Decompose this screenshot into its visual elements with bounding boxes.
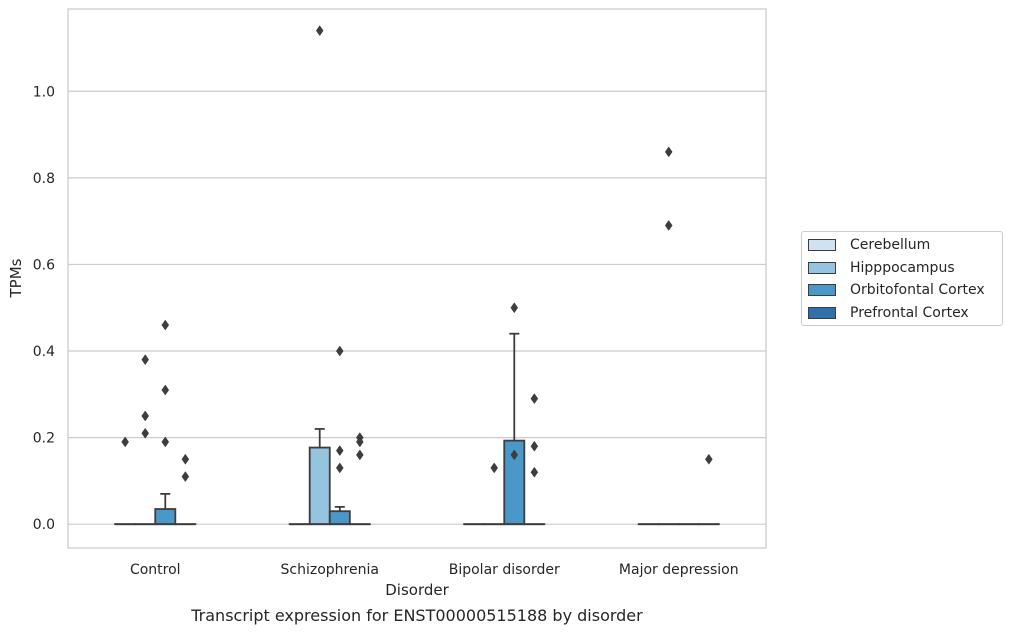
legend-label: Hipppocampus bbox=[850, 259, 955, 276]
outlier-point bbox=[181, 453, 190, 465]
outlier-point bbox=[490, 462, 499, 474]
plot-frame bbox=[67, 8, 767, 549]
outlier-point bbox=[705, 453, 713, 465]
outlier-point bbox=[510, 449, 519, 461]
x-axis-label: Disorder bbox=[385, 581, 449, 599]
outlier-point bbox=[141, 410, 150, 422]
y-tick-label: 0.8 bbox=[33, 171, 55, 187]
legend: Cerebellum Hipppocampus Orbitofontal Corte… bbox=[801, 231, 1003, 326]
chart-title: Transcript expression for ENST0000051518… bbox=[190, 606, 643, 625]
outlier-point bbox=[161, 384, 170, 396]
x-tick-label: Control bbox=[130, 562, 181, 578]
outlier-point bbox=[181, 471, 190, 483]
y-axis-label: TPMs bbox=[7, 258, 25, 298]
y-tick-label: 0.0 bbox=[33, 517, 55, 533]
y-axis-ticks: 0.0 0.2 0.4 0.6 0.8 1.0 bbox=[33, 84, 55, 533]
x-tick-label: Major depression bbox=[619, 562, 739, 578]
box-body bbox=[308, 446, 331, 526]
box-body bbox=[154, 508, 177, 526]
outlier-point bbox=[530, 440, 539, 452]
legend-item: Hipppocampus bbox=[808, 258, 955, 278]
legend-swatch bbox=[808, 261, 836, 274]
legend-label: Orbitofontal Cortex bbox=[850, 282, 985, 299]
outlier-point bbox=[121, 436, 129, 448]
outlier-point bbox=[161, 436, 170, 448]
legend-label: Cerebellum bbox=[850, 237, 931, 253]
box-plot-series bbox=[114, 25, 720, 526]
outlier-point bbox=[141, 354, 150, 366]
y-tick-label: 0.6 bbox=[33, 257, 55, 273]
outlier-point bbox=[335, 345, 344, 357]
x-tick-label: Bipolar disorder bbox=[449, 562, 560, 578]
y-tick-label: 1.0 bbox=[33, 84, 55, 100]
legend-swatch bbox=[808, 306, 836, 319]
legend-label: Prefrontal Cortex bbox=[850, 304, 969, 321]
legend-swatch bbox=[808, 239, 836, 251]
outlier-point bbox=[356, 436, 364, 448]
outlier-point bbox=[530, 466, 539, 478]
legend-swatch bbox=[808, 284, 836, 297]
x-tick-label: Schizophrenia bbox=[281, 562, 379, 578]
x-axis-ticks: Control Schizophrenia Bipolar disorder Majo… bbox=[130, 562, 739, 578]
outlier-point bbox=[664, 220, 673, 231]
y-tick-label: 0.4 bbox=[33, 344, 55, 360]
outlier-point bbox=[335, 445, 344, 457]
outlier-point bbox=[530, 393, 539, 405]
outlier-point bbox=[335, 462, 344, 474]
legend-item: Prefrontal Cortex bbox=[808, 303, 969, 323]
box-body bbox=[328, 510, 351, 526]
legend-item: Orbitofontal Cortex bbox=[808, 280, 985, 300]
outlier-point bbox=[510, 302, 519, 314]
outlier-point bbox=[356, 449, 364, 461]
y-tick-label: 0.2 bbox=[33, 431, 55, 447]
legend-item: Cerebellum bbox=[808, 235, 930, 255]
outlier-point bbox=[315, 25, 324, 37]
outlier-point bbox=[664, 146, 673, 158]
outlier-point bbox=[141, 427, 150, 439]
outlier-point bbox=[161, 319, 170, 331]
grid-lines bbox=[68, 90, 766, 525]
